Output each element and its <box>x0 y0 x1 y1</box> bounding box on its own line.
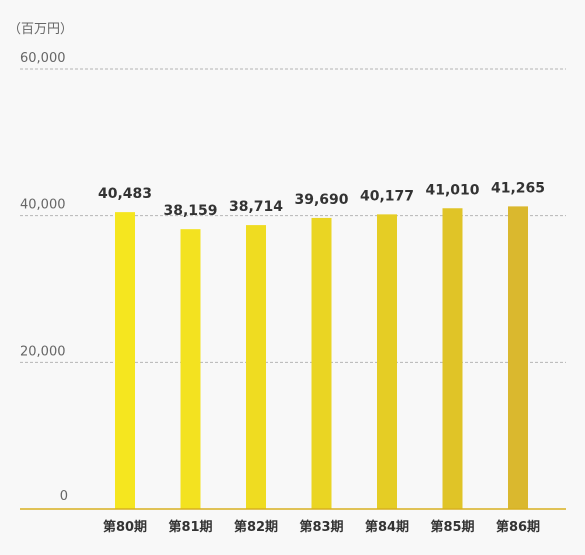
x-tick-label: 第85期 <box>430 519 474 535</box>
data-label: 38,714 <box>229 199 283 215</box>
bar <box>508 206 528 509</box>
y-tick-label: 60,000 <box>20 51 66 66</box>
x-tick-labels: 第80期 第81期 第82期 第83期 第84期 第85期 第86期 <box>103 519 540 535</box>
x-tick-label: 第84期 <box>365 519 409 535</box>
data-label: 41,010 <box>425 182 479 198</box>
y-tick-labels: 0 20,000 40,000 60,000 <box>20 51 68 504</box>
data-labels: 40,483 38,159 38,714 39,690 40,177 41,010 41,2… <box>98 180 545 219</box>
x-tick-label: 第82期 <box>234 519 278 535</box>
bar <box>246 225 266 509</box>
y-tick-label: 40,000 <box>20 198 66 213</box>
data-label: 38,159 <box>163 203 217 219</box>
data-label: 41,265 <box>491 180 545 196</box>
unit-label: （百万円） <box>8 22 73 37</box>
x-tick-label: 第86期 <box>496 519 540 535</box>
x-tick-label: 第83期 <box>299 519 343 535</box>
bar <box>311 217 332 509</box>
data-label: 40,177 <box>360 188 414 204</box>
bar <box>180 229 201 509</box>
y-tick-label: 20,000 <box>20 344 66 359</box>
gridlines <box>20 68 566 363</box>
x-tick-label: 第80期 <box>103 519 147 535</box>
data-label: 40,483 <box>98 186 152 202</box>
bars <box>20 206 566 510</box>
bar <box>115 212 135 509</box>
bar <box>377 214 397 510</box>
y-tick-label: 0 <box>60 489 68 504</box>
bar <box>442 208 463 509</box>
data-label: 39,690 <box>294 192 348 208</box>
x-tick-label: 第81期 <box>168 519 212 535</box>
